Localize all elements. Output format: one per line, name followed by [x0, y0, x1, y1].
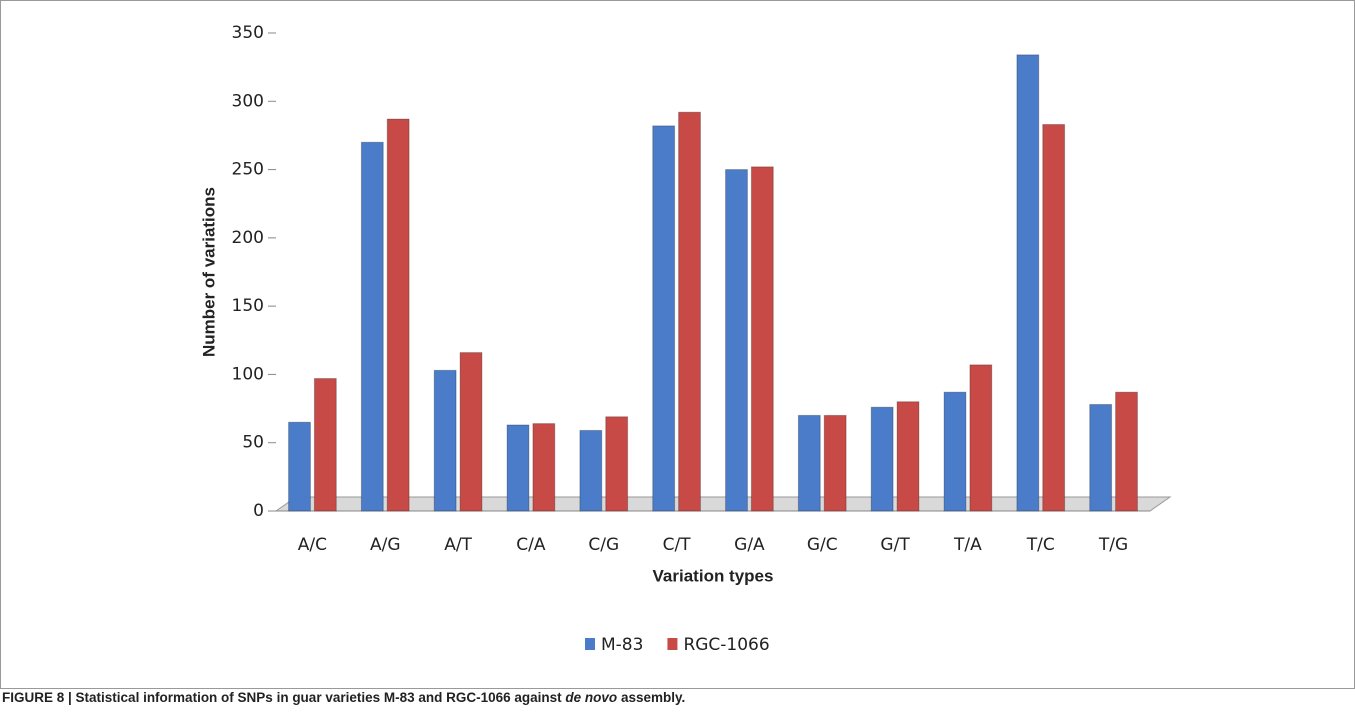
caption-text: de novo — [565, 690, 618, 705]
x-tick-label: A/C — [298, 535, 327, 555]
x-tick-label: A/G — [370, 535, 401, 555]
y-tick-label: 100 — [232, 364, 264, 384]
y-tick-label: 300 — [232, 91, 264, 111]
bar — [532, 423, 556, 512]
x-tick-label: A/T — [444, 535, 472, 555]
y-tick-label: 150 — [232, 296, 264, 316]
bar — [725, 169, 748, 512]
x-tick-label: T/A — [953, 535, 982, 555]
bar — [823, 414, 847, 512]
y-tick-label: 200 — [232, 228, 264, 248]
legend-swatch — [667, 638, 678, 650]
y-tick-label: 250 — [232, 160, 264, 180]
bar — [506, 424, 530, 512]
bar — [360, 141, 384, 512]
bar — [459, 352, 483, 512]
bar — [313, 378, 337, 512]
bar — [605, 416, 629, 512]
bar — [750, 166, 774, 512]
bar — [1016, 54, 1040, 512]
caption: FIGURE 8 | Statistical information of SN… — [2, 690, 685, 705]
bar — [579, 429, 603, 512]
chart-frame — [0, 0, 1355, 689]
bar — [870, 406, 894, 512]
bar — [896, 401, 920, 512]
bar — [288, 421, 311, 512]
bar — [797, 414, 821, 512]
bar — [678, 111, 701, 512]
bar — [969, 364, 993, 512]
y-axis-title: Number of variations — [199, 187, 218, 357]
chart: Number of variations Variation types 0 50… — [0, 0, 1355, 689]
bar — [652, 125, 676, 512]
x-tick-label: T/C — [1026, 535, 1055, 555]
bar — [943, 391, 967, 512]
bar — [1115, 391, 1138, 512]
x-tick-label: C/T — [663, 535, 692, 555]
bar — [1042, 124, 1066, 512]
legend-label: RGC-1066 — [683, 635, 769, 655]
bar — [1089, 403, 1113, 512]
caption-text: FIGURE 8 | Statistical information of SN… — [2, 690, 566, 705]
legend-swatch — [585, 638, 595, 650]
x-tick-label: G/T — [880, 535, 910, 555]
x-tick-label: C/G — [588, 535, 619, 555]
legend-label: M-83 — [601, 635, 643, 655]
y-tick-label: 350 — [232, 23, 264, 43]
x-tick-label: G/A — [734, 535, 765, 555]
x-tick-label: T/G — [1098, 535, 1128, 555]
bar — [386, 118, 410, 512]
y-tick-label: 0 — [253, 501, 264, 521]
y-tick-label: 50 — [242, 433, 264, 453]
x-tick-label: G/C — [807, 535, 838, 555]
bar — [433, 369, 457, 512]
caption-text: assembly. — [617, 690, 686, 705]
x-axis-title: Variation types — [653, 566, 774, 585]
x-tick-label: C/A — [516, 535, 546, 555]
